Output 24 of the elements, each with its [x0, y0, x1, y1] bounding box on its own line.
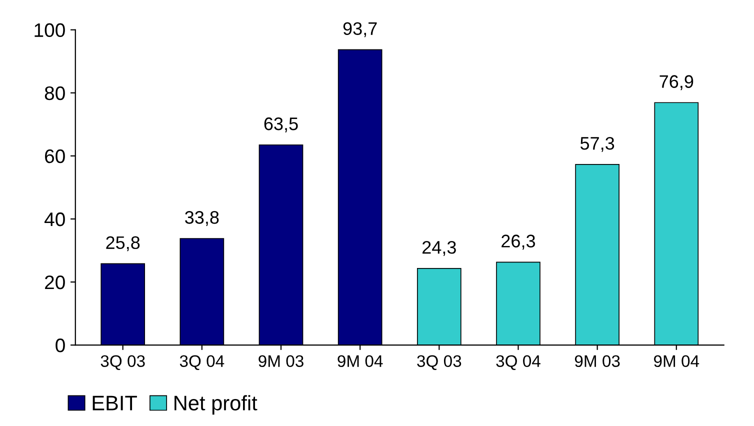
x-tick-label: 9M 03: [258, 355, 304, 368]
data-label: 57,3: [580, 136, 614, 152]
x-tick-label: 3Q 04: [180, 355, 224, 370]
data-label: 76,9: [660, 75, 694, 90]
x-tick-label: 9M 04: [654, 355, 700, 368]
y-tick-label: 100: [34, 23, 65, 38]
y-tick-label: 80: [44, 86, 65, 100]
data-label: 25,8: [106, 236, 140, 252]
y-tick-label: 0: [56, 338, 65, 352]
data-label: 24,3: [422, 240, 456, 256]
y-tick-label: 60: [45, 149, 65, 164]
x-tick-label: 9M 03: [574, 355, 620, 368]
x-tick-label: 3Q 04: [496, 355, 540, 370]
data-label: 63,5: [264, 117, 298, 132]
data-label: 93,7: [343, 22, 377, 38]
x-tick-label: 3Q 03: [417, 355, 462, 370]
x-tick-label: 3Q 03: [100, 355, 145, 370]
y-tick-label: 40: [44, 212, 65, 226]
data-label: 33,8: [185, 211, 219, 226]
y-tick-label: 20: [45, 275, 65, 290]
data-label: 26,3: [502, 234, 536, 250]
x-tick-label: 9M 04: [338, 355, 383, 368]
legend-label: EBIT: [92, 396, 137, 410]
legend-label: Net profit: [174, 395, 258, 415]
